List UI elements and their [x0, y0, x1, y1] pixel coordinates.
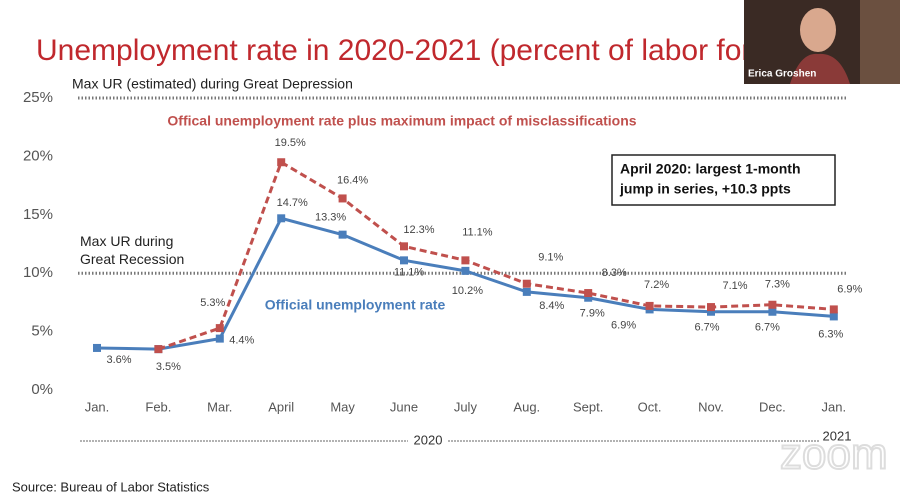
data-label: 6.7% — [694, 322, 719, 334]
source: Source: Bureau of Labor Statistics — [12, 479, 210, 494]
x-tick-label: June — [390, 399, 418, 414]
y-tick-label: 20% — [23, 147, 53, 164]
data-label: 6.9% — [611, 319, 636, 331]
data-label: 5.3% — [200, 297, 225, 309]
video-body — [790, 53, 850, 84]
data-label: 16.4% — [337, 174, 368, 186]
x-tick-label: Jan. — [822, 399, 847, 414]
plot: 0% 5% 10% 15% 20% 25% Max UR (estimated) durin… — [23, 76, 863, 448]
data-point — [277, 158, 286, 167]
x-tick-label: Feb. — [145, 399, 171, 414]
reference-label: Max UR (estimated) during Great Depressi… — [72, 76, 353, 92]
data-label: 12.3% — [403, 224, 434, 236]
data-label: 3.6% — [106, 354, 131, 366]
data-point — [768, 307, 777, 316]
data-label: 13.3% — [315, 212, 346, 224]
data-label: 6.7% — [755, 322, 780, 334]
data-label: 11.1% — [394, 266, 425, 278]
x-tick-label: Sept. — [573, 399, 603, 414]
x-tick-label: July — [454, 399, 478, 414]
data-label: 7.2% — [644, 279, 669, 291]
data-label: 8.4% — [539, 300, 564, 312]
data-point — [93, 343, 101, 352]
y-tick-label: 5% — [31, 323, 53, 340]
watermark: zoom — [780, 430, 888, 479]
data-label: 14.7% — [277, 197, 308, 209]
data-label: 9.1% — [538, 252, 563, 264]
y-tick-label: 0% — [31, 381, 53, 398]
x-tick-label: Dec. — [759, 399, 786, 414]
x-tick-label: Aug. — [513, 399, 540, 414]
series-line — [157, 160, 834, 351]
data-point — [584, 293, 593, 302]
annotation: jump in series, +10.3 ppts — [619, 181, 791, 197]
video-face — [800, 8, 836, 52]
data-label: 7.9% — [580, 308, 605, 320]
data-label: 3.5% — [156, 361, 181, 373]
data-label: 7.3% — [765, 279, 790, 291]
data-point — [400, 242, 408, 251]
video-bg — [860, 0, 900, 84]
x-tick-label: Mar. — [207, 399, 232, 414]
x-tick-label: Nov. — [698, 399, 724, 414]
data-point — [829, 312, 838, 321]
reference-label: Great Recession — [80, 251, 184, 267]
video-thumbnail: Erica Groshen — [744, 0, 900, 84]
data-label: 7.1% — [722, 280, 747, 292]
group-label: 2021 — [823, 428, 852, 443]
x-tick-label: April — [268, 399, 294, 414]
data-label: 4.4% — [229, 335, 254, 347]
data-point — [215, 334, 224, 343]
group-label: 2020 — [414, 432, 443, 447]
data-point — [584, 289, 593, 298]
x-tick-label: May — [330, 399, 355, 414]
data-label: 6.9% — [837, 283, 862, 295]
data-point — [277, 214, 286, 223]
data-point — [645, 301, 654, 310]
data-label: 6.3% — [818, 328, 843, 340]
x-tick-label: Jan. — [85, 399, 110, 414]
data-label: 11.1% — [462, 226, 493, 238]
data-point — [338, 230, 347, 239]
reference-label: Max UR during — [80, 233, 173, 249]
data-point — [461, 256, 470, 265]
data-point — [707, 307, 715, 316]
data-point — [522, 279, 531, 288]
data-point — [215, 324, 224, 333]
data-point — [707, 303, 715, 312]
annotation: April 2020: largest 1-month — [620, 161, 801, 177]
y-tick-label: 10% — [23, 264, 53, 281]
data-label: 8.3% — [602, 267, 627, 279]
data-point — [461, 266, 470, 275]
data-label: 19.5% — [275, 137, 306, 149]
series-name: Official unemployment rate — [265, 297, 446, 313]
x-tick-label: Oct. — [638, 399, 662, 414]
data-point — [829, 305, 838, 314]
speaker-name: Erica Groshen — [748, 69, 816, 80]
data-label: 10.2% — [452, 285, 483, 297]
data-point — [522, 287, 531, 296]
data-point — [338, 194, 347, 203]
data-point — [154, 345, 163, 354]
data-point — [400, 256, 408, 265]
series-name: Offical unemployment rate plus maximum i… — [167, 113, 636, 129]
chart-title: Unemployment rate in 2020-2021 (percent … — [36, 34, 793, 67]
data-point — [768, 300, 777, 309]
y-tick-label: 25% — [23, 89, 53, 106]
y-tick-label: 15% — [23, 206, 53, 223]
annotation-box — [611, 154, 836, 206]
